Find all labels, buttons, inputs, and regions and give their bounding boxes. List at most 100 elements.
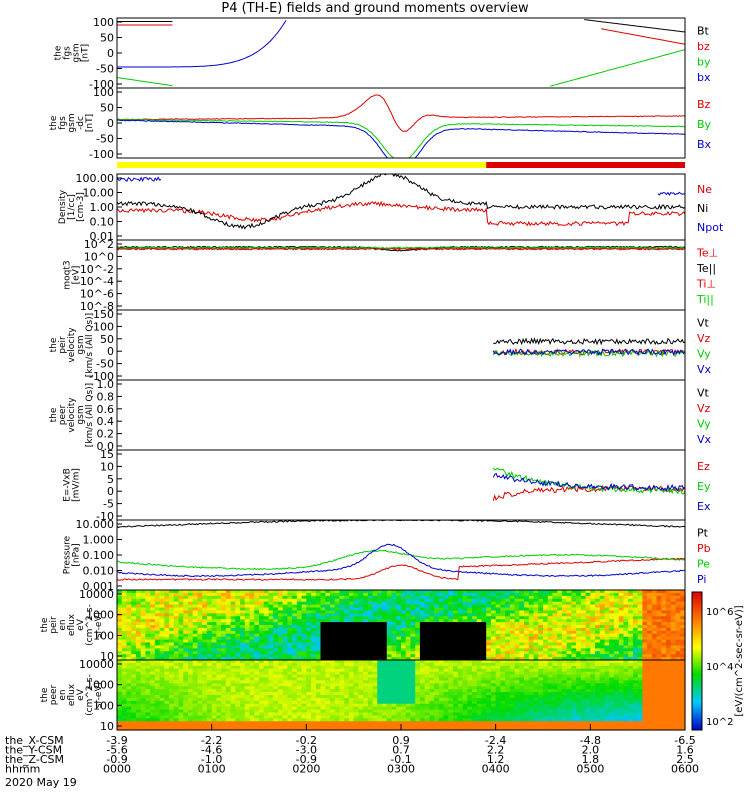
ytick-peer-eflux-2: 100: [93, 699, 114, 712]
panel-efield: E=-VxB [mV/m]: [63, 449, 686, 521]
ytick-peir-velocity-0: 150: [93, 308, 114, 321]
ytick-fgs-gsm-dc-2: 0: [107, 117, 114, 130]
series-density-1: [116, 173, 686, 230]
ylabel-line-pressure-1: [nPa]: [72, 543, 82, 566]
legend-fgs-gsm-dc-0: Bz: [697, 98, 711, 111]
panel-peer-eflux: the peer en eflux eV (cm^2-s-sr-eV): [40, 659, 686, 731]
ylabel-line-pressure-0: Pressure: [63, 535, 73, 574]
ephemeris-value-4-3: 0400: [482, 763, 510, 776]
ephemeris-value-5-3: 0500: [576, 763, 604, 776]
page-title: P4 (TH-E) fields and ground moments over…: [221, 1, 529, 16]
panel-fgs-gsm-dc: the fgs gsm -dc [nT]: [49, 87, 686, 159]
ephemeris-label-3: hhmm: [5, 763, 40, 776]
ephemeris-value-4-0: -2.4: [485, 734, 506, 747]
ylabel-pressure: Pressure [nPa]: [63, 535, 82, 574]
ylabel-line-peer-eflux-4: eV: [76, 688, 86, 701]
ephemeris-label-0: the_X-CSM: [5, 734, 64, 747]
ylabel-peir-velocity: the peir velocity gsm [km/s (All Qs)]: [49, 313, 95, 377]
ytick-temperature-1: 10^0: [84, 250, 114, 263]
ylabel-fgs-gsm: the fgs gsm [nT]: [54, 43, 91, 62]
ylabel-line-peir-velocity-2: velocity: [67, 327, 77, 363]
series-fgs-gsm-dc-0: [116, 94, 686, 132]
ephemeris-value-0-0: -3.9: [106, 734, 127, 747]
ephemeris-value-0-2: -0.9: [106, 753, 127, 766]
ephemeris-value-6-0: -6.5: [674, 734, 695, 747]
ytick-fgs-gsm-0: 100: [93, 16, 114, 29]
legend-peir-velocity-0: Vt: [697, 316, 710, 329]
ytick-efield-3: 0: [107, 485, 114, 498]
series-fgs-gsm-dc-1: [116, 118, 686, 159]
ytick-peir-eflux-3: 10: [100, 650, 114, 663]
ylabel-line-peer-eflux-5: (cm^2-s-: [85, 674, 95, 716]
ephemeris-value-3-3: 0300: [387, 763, 415, 776]
ytick-efield-4: -5: [103, 498, 114, 511]
ytick-peir-velocity-1: 100: [93, 320, 114, 333]
ephemeris-value-1-1: -4.6: [201, 744, 222, 757]
ephemeris-value-3-2: -0.1: [390, 753, 411, 766]
ytick-fgs-gsm-1: 50: [100, 32, 114, 45]
panel-peir-velocity: the peir velocity gsm [km/s (All Qs)]: [49, 309, 686, 381]
ytick-peer-eflux-3: 10: [100, 720, 114, 733]
ytick-pressure-3: 0.010: [83, 565, 115, 578]
ytick-fgs-gsm-3: -50: [96, 63, 114, 76]
ephemeris-value-2-0: -0.2: [296, 734, 317, 747]
ylabel-line-temperature-0: moqt3: [63, 260, 73, 289]
ylabel-line-peir-eflux-1: peir: [49, 616, 59, 634]
ylabel-line-fgs-gsm-3: [nT]: [81, 44, 91, 62]
ephemeris-value-5-0: -4.8: [580, 734, 601, 747]
ytick-peer-velocity-1: 0.8: [97, 390, 115, 403]
legend-peer-velocity-3: Vx: [697, 433, 712, 446]
series-pressure-3: [116, 543, 686, 578]
colorbar-label: [eV/(cm^2-sec-sr-eV)]: [734, 605, 745, 716]
panel-density: Density [1/cc] [cm-3]: [58, 173, 686, 241]
ephemeris-value-3-1: 0.7: [392, 744, 410, 757]
ytick-fgs-gsm-4: -100: [89, 78, 114, 91]
ylabel-line-peir-eflux-2: en: [58, 619, 68, 630]
panel-peir-eflux: the peir en eflux eV (cm^2-s-sr-eV): [40, 589, 686, 661]
ytick-peir-velocity-2: 50: [100, 333, 114, 346]
ylabel-line-fgs-gsm-dc-4: [nT]: [85, 114, 95, 132]
legend-fgs-gsm-dc-1: By: [697, 118, 712, 131]
series-efield-1: [492, 467, 686, 495]
ylabel-line-peir-eflux-6: sr-eV): [94, 612, 104, 638]
legend-peir-velocity-1: Vz: [697, 332, 711, 345]
legend-peir-velocity-3: Vx: [697, 363, 712, 376]
ylabel-line-efield-0: E=-VxB: [63, 468, 73, 502]
legend-temperature-2: Ti⊥: [696, 278, 716, 291]
ylabel-line-density-1: [1/cc]: [67, 194, 77, 220]
ylabel-line-peer-velocity-3: gsm: [76, 405, 86, 424]
legend-density-1: Ni: [697, 202, 708, 215]
ephemeris-value-2-3: 0200: [292, 763, 320, 776]
ylabel-line-peer-eflux-1: peer: [49, 684, 59, 705]
series-efield-2: [492, 472, 686, 492]
ylabel-efield: E=-VxB [mV/m]: [63, 468, 82, 502]
legend-efield-0: Ez: [697, 460, 710, 473]
ytick-temperature-4: 10^-6: [80, 288, 114, 301]
ephemeris-value-1-0: -2.2: [201, 734, 222, 747]
ytick-fgs-gsm-dc-3: -50: [96, 133, 114, 146]
series-density-0: [116, 200, 686, 227]
ylabel-line-fgs-gsm-dc-1: fgs: [58, 116, 68, 130]
panel-fgs-gsm: the fgs gsm [nT]: [54, 17, 686, 89]
ytick-efield-2: 5: [107, 473, 114, 486]
ephemeris-value-0-3: 0000: [103, 763, 131, 776]
ephemeris-value-1-2: -1.0: [201, 753, 222, 766]
ephemeris-value-5-2: 1.8: [582, 753, 600, 766]
series-temperature-3: [117, 246, 686, 250]
ytick-fgs-gsm-dc-0: 100: [93, 86, 114, 99]
frame-peir-velocity: [116, 309, 686, 381]
ylabel-line-peer-eflux-0: the: [40, 687, 50, 702]
ephemeris-label-2: the_Z-CSM: [5, 753, 64, 766]
ylabel-peir-eflux: the peir en eflux eV (cm^2-s-sr-eV): [40, 604, 104, 646]
ephemeris-value-6-3: 0600: [671, 763, 699, 776]
ylabel-line-peer-eflux-2: en: [58, 689, 68, 700]
ephemeris-value-6-1: 1.6: [676, 744, 694, 757]
ephemeris-value-5-1: 2.0: [582, 744, 600, 757]
legend-peir-velocity-2: Vy: [697, 348, 711, 361]
ytick-density-1: 10.00: [83, 187, 115, 200]
ephemeris-label-1: the_Y-CSM: [5, 744, 62, 757]
series-pressure-1: [116, 557, 686, 581]
ylabel-peer-velocity: the peer velocity gsm [km/s (All Qs)]: [49, 383, 95, 447]
ytick-peir-velocity-5: -100: [89, 370, 114, 383]
ytick-pressure-2: 0.100: [83, 549, 115, 562]
